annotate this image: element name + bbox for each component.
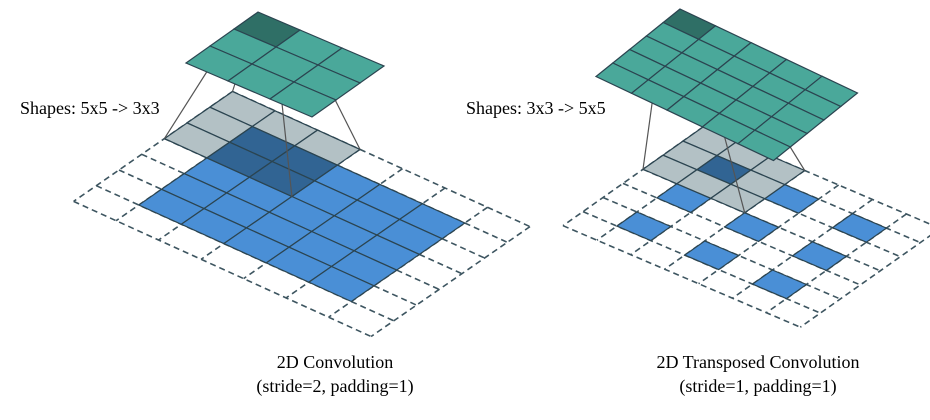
input-cell	[683, 240, 740, 271]
tconv-caption-params: (stride=1, padding=1)	[679, 376, 837, 396]
grid-line	[73, 200, 372, 338]
input-cell	[751, 269, 808, 300]
conv-shapes-label: Shapes: 5x5 -> 3x3	[20, 98, 160, 118]
input-cell	[791, 241, 848, 272]
input-cell	[307, 265, 376, 303]
output-cell	[736, 129, 792, 162]
conv-caption: 2D Convolution (stride=2, padding=1)	[225, 350, 445, 398]
tconv-caption: 2D Transposed Convolution (stride=1, pad…	[628, 350, 888, 398]
grid-line	[370, 225, 531, 338]
transposed-convolution-panel	[562, 8, 930, 328]
grid-line	[799, 234, 930, 328]
output-cell	[268, 81, 338, 118]
input-cell	[615, 211, 673, 242]
tconv-caption-title: 2D Transposed Convolution	[656, 352, 860, 372]
grid-line	[562, 126, 704, 227]
conv-caption-title: 2D Convolution	[276, 352, 394, 372]
convolution-panel	[73, 11, 531, 338]
input-cell	[831, 212, 888, 243]
conv-caption-params: (stride=2, padding=1)	[256, 376, 414, 396]
input-cell	[723, 212, 780, 243]
tconv-shapes-label: Shapes: 3x3 -> 5x5	[466, 98, 606, 118]
grid-line	[562, 224, 801, 328]
